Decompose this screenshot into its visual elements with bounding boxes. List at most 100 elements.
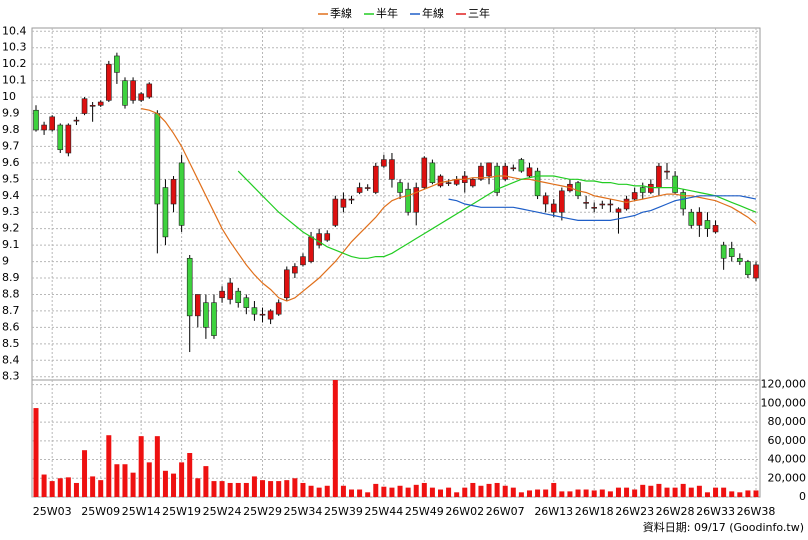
volume-bar (251, 476, 257, 497)
candle-body (623, 198, 630, 210)
candle-body (534, 170, 541, 197)
x-tick-label: 26W13 (534, 505, 573, 518)
candle-body (162, 187, 169, 238)
y-tick-label: 9.3 (2, 205, 20, 218)
candle-body (186, 257, 193, 317)
volume-bar (648, 485, 654, 497)
candle-body (292, 266, 298, 274)
candle-body (607, 203, 614, 206)
volume-bar (332, 380, 338, 497)
volume-bar (615, 487, 621, 497)
volume-bar (737, 492, 743, 497)
x-tick-label: 25W14 (122, 505, 161, 518)
candle-body (89, 105, 96, 107)
y-tick-label: 8.4 (2, 353, 20, 366)
y-tick-label: 10.4 (2, 24, 27, 37)
candle-body (203, 302, 209, 328)
volume-bar (381, 486, 387, 497)
volume-bar (624, 487, 630, 497)
source-note: 資料日期: 09/17 (Goodinfo.tw) (643, 520, 804, 534)
candle-body (680, 192, 686, 210)
candle-body (583, 202, 589, 204)
y-tick-label: 8.9 (2, 271, 20, 284)
candle-body (235, 290, 242, 303)
candle-body (73, 119, 80, 122)
volume-bar (632, 489, 638, 497)
volume-bar (179, 462, 185, 497)
candle-body (510, 167, 517, 170)
candle-body (283, 269, 290, 299)
y2-tick-label: 120,000 (761, 378, 807, 391)
volume-bar (607, 491, 613, 497)
candle-body (737, 257, 743, 262)
candle-body (429, 162, 436, 183)
volume-bar (195, 478, 201, 497)
candle-body (445, 182, 452, 184)
candle-body (356, 187, 363, 193)
volume-bar (260, 480, 266, 497)
candle-body (405, 188, 411, 213)
volume-bar (114, 464, 120, 497)
y-tick-label: 8.7 (2, 304, 20, 317)
legend-label: 年線 (422, 6, 444, 20)
volume-bar (276, 481, 282, 497)
volume-bar (349, 489, 355, 497)
candle-body (324, 233, 331, 241)
candle-body (106, 63, 112, 101)
candle-body (154, 113, 161, 205)
volume-bar (82, 450, 88, 497)
y-tick-label: 10 (2, 90, 16, 103)
volume-bar (729, 491, 735, 497)
volume-bar (405, 487, 411, 497)
candle-body (194, 294, 201, 317)
x-tick-label: 25W34 (284, 505, 323, 518)
volume-bar (162, 470, 168, 497)
candle-body (494, 165, 500, 193)
candle-body (704, 220, 711, 229)
ma-line (448, 195, 757, 221)
candle-body (138, 93, 144, 101)
legend-label: 季線 (330, 6, 352, 20)
volume-bar (567, 491, 573, 497)
volume-bar (551, 482, 557, 497)
candle-body (478, 165, 484, 180)
candle-body (656, 165, 662, 188)
volume-bar (300, 482, 306, 497)
volume-bar (65, 477, 71, 497)
volume-bar (227, 482, 233, 497)
volume-bar (721, 487, 727, 497)
volume-bar (478, 485, 484, 497)
candle-body (178, 162, 185, 226)
candle-body (243, 297, 250, 308)
candle-body (639, 187, 646, 193)
candle-body (559, 190, 565, 213)
y2-tick-label: 20,000 (768, 471, 807, 484)
candle-body (211, 302, 217, 336)
x-tick-label: 25W03 (33, 505, 72, 518)
candle-body (275, 302, 282, 315)
volume-bar (462, 487, 468, 497)
candle-body (340, 198, 347, 208)
volume-bar (470, 482, 476, 497)
ma-line (237, 170, 757, 259)
volume-bar (518, 492, 524, 497)
volume-bar (599, 489, 605, 497)
volume-bar (656, 483, 662, 497)
x-tick-label: 26W02 (445, 505, 484, 518)
volume-bar (413, 484, 419, 497)
x-tick-label: 25W39 (324, 505, 363, 518)
volume-bar (454, 492, 460, 497)
candle-body (753, 264, 759, 279)
candle-body (259, 313, 266, 316)
volume-bar (138, 436, 144, 497)
candle-body (348, 198, 355, 201)
volume-bar (49, 481, 55, 497)
candle-body (591, 206, 598, 209)
x-tick-label: 25W44 (364, 505, 403, 518)
volume-bar (753, 490, 759, 497)
y-tick-label: 9.5 (2, 172, 20, 185)
volume-bar (640, 484, 646, 497)
y-tick-label: 9.9 (2, 107, 20, 120)
candle-body (130, 80, 136, 101)
